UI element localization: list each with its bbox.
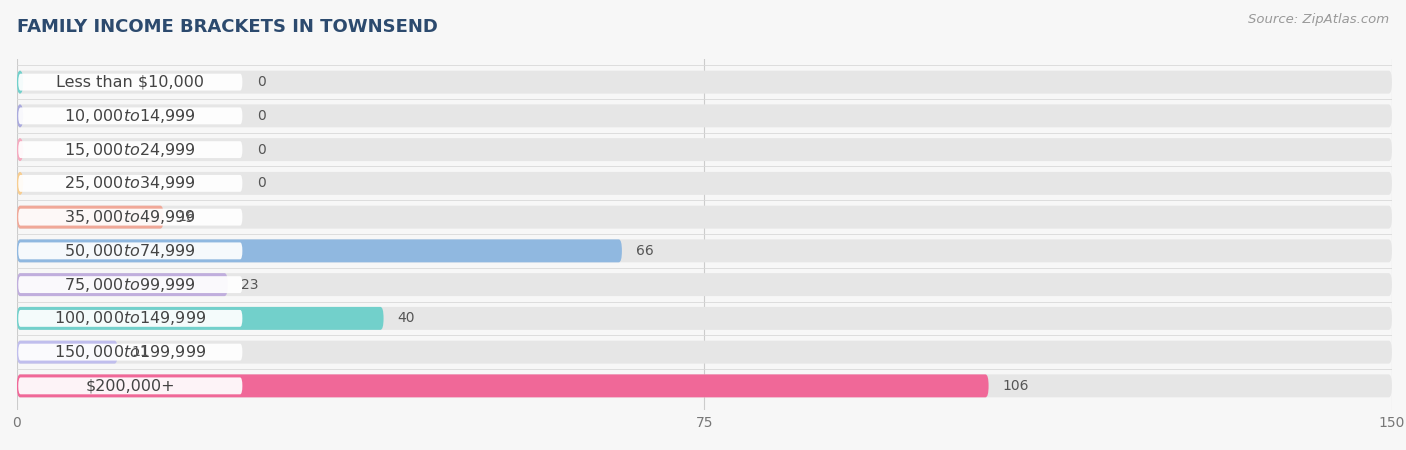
FancyBboxPatch shape — [18, 276, 242, 293]
Text: 106: 106 — [1002, 379, 1029, 393]
Text: 0: 0 — [257, 75, 266, 89]
FancyBboxPatch shape — [17, 71, 1392, 94]
FancyBboxPatch shape — [17, 206, 1392, 229]
Text: 66: 66 — [636, 244, 654, 258]
FancyBboxPatch shape — [18, 209, 242, 225]
Text: $25,000 to $34,999: $25,000 to $34,999 — [65, 174, 197, 192]
FancyBboxPatch shape — [17, 239, 1392, 262]
Text: Source: ZipAtlas.com: Source: ZipAtlas.com — [1249, 14, 1389, 27]
Text: 11: 11 — [132, 345, 149, 359]
FancyBboxPatch shape — [18, 243, 242, 259]
FancyBboxPatch shape — [17, 138, 22, 161]
Text: 16: 16 — [177, 210, 195, 224]
FancyBboxPatch shape — [17, 374, 988, 397]
FancyBboxPatch shape — [18, 74, 242, 90]
FancyBboxPatch shape — [17, 239, 621, 262]
Text: Less than $10,000: Less than $10,000 — [56, 75, 204, 90]
Text: 40: 40 — [398, 311, 415, 325]
FancyBboxPatch shape — [17, 138, 1392, 161]
FancyBboxPatch shape — [17, 307, 384, 330]
Text: $35,000 to $49,999: $35,000 to $49,999 — [65, 208, 197, 226]
FancyBboxPatch shape — [17, 307, 1392, 330]
FancyBboxPatch shape — [18, 344, 242, 360]
FancyBboxPatch shape — [18, 310, 242, 327]
Text: $10,000 to $14,999: $10,000 to $14,999 — [65, 107, 197, 125]
FancyBboxPatch shape — [17, 341, 1392, 364]
Text: 23: 23 — [242, 278, 259, 292]
FancyBboxPatch shape — [17, 374, 1392, 397]
FancyBboxPatch shape — [18, 141, 242, 158]
FancyBboxPatch shape — [17, 172, 1392, 195]
Text: $150,000 to $199,999: $150,000 to $199,999 — [55, 343, 207, 361]
Text: FAMILY INCOME BRACKETS IN TOWNSEND: FAMILY INCOME BRACKETS IN TOWNSEND — [17, 18, 437, 36]
Text: 0: 0 — [257, 176, 266, 190]
FancyBboxPatch shape — [17, 71, 22, 94]
FancyBboxPatch shape — [17, 104, 22, 127]
Text: $50,000 to $74,999: $50,000 to $74,999 — [65, 242, 197, 260]
Text: 0: 0 — [257, 143, 266, 157]
FancyBboxPatch shape — [17, 341, 118, 364]
Text: $15,000 to $24,999: $15,000 to $24,999 — [65, 140, 197, 158]
FancyBboxPatch shape — [17, 273, 1392, 296]
FancyBboxPatch shape — [17, 172, 22, 195]
Text: $75,000 to $99,999: $75,000 to $99,999 — [65, 275, 197, 294]
FancyBboxPatch shape — [17, 206, 163, 229]
FancyBboxPatch shape — [18, 108, 242, 124]
FancyBboxPatch shape — [17, 104, 1392, 127]
FancyBboxPatch shape — [18, 378, 242, 394]
FancyBboxPatch shape — [18, 175, 242, 192]
Text: 0: 0 — [257, 109, 266, 123]
Text: $200,000+: $200,000+ — [86, 378, 176, 393]
Text: $100,000 to $149,999: $100,000 to $149,999 — [55, 310, 207, 328]
FancyBboxPatch shape — [17, 273, 228, 296]
